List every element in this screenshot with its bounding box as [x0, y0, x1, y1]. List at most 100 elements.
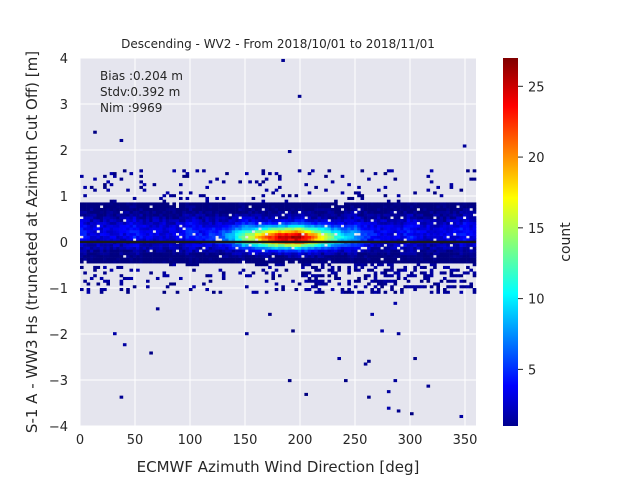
heatmap-cell	[241, 238, 246, 242]
heatmap-cell	[109, 224, 114, 228]
heatmap-cell	[291, 230, 295, 234]
heatmap-cell	[436, 227, 440, 231]
heatmap-cell	[142, 260, 147, 264]
heatmap-cell	[109, 205, 114, 209]
heatmap-cell	[221, 232, 226, 236]
heatmap-cell	[324, 207, 328, 212]
heatmap-cell	[284, 202, 289, 206]
heatmap-cell	[377, 249, 381, 253]
heatmap-cell	[83, 224, 87, 228]
heatmap-cell	[393, 279, 398, 283]
heatmap-cell	[241, 205, 246, 209]
heatmap-cell	[419, 243, 424, 247]
heatmap-cell	[403, 257, 407, 261]
heatmap-cell	[472, 227, 477, 231]
heatmap-cell	[113, 254, 117, 258]
heatmap-cell	[159, 252, 163, 256]
heatmap-cell	[146, 210, 150, 214]
heatmap-cell	[314, 279, 318, 283]
heatmap-cell	[195, 263, 200, 267]
heatmap-cell	[347, 282, 351, 286]
heatmap-cell	[386, 169, 391, 173]
heatmap-cell	[162, 246, 167, 250]
heatmap-cell	[195, 227, 200, 231]
heatmap-cell	[132, 230, 137, 234]
heatmap-cell	[443, 252, 447, 256]
heatmap-cell	[129, 216, 134, 220]
heatmap-cell	[433, 191, 437, 195]
heatmap-cell	[334, 199, 338, 203]
heatmap-cell	[416, 254, 421, 258]
heatmap-cell	[162, 238, 167, 242]
heatmap-cell	[182, 174, 186, 178]
heatmap-cell	[109, 238, 114, 242]
heatmap-cell	[264, 235, 269, 239]
heatmap-cell	[80, 221, 84, 225]
heatmap-cell	[307, 219, 312, 223]
heatmap-cell	[258, 254, 262, 258]
heatmap-cell	[103, 207, 107, 212]
heatmap-cell	[334, 274, 338, 278]
heatmap-cell	[373, 235, 378, 239]
heatmap-cell	[423, 271, 427, 275]
heatmap-cell	[86, 243, 91, 247]
heatmap-cell	[462, 202, 467, 206]
heatmap-cell	[462, 221, 467, 225]
heatmap-cell	[410, 412, 414, 416]
heatmap-cell	[344, 205, 348, 209]
heatmap-cell	[106, 282, 110, 286]
heatmap-cell	[149, 227, 153, 231]
heatmap-cell	[205, 210, 209, 214]
heatmap-cell	[248, 274, 252, 278]
heatmap-cell	[449, 254, 454, 258]
heatmap-cell	[235, 254, 239, 258]
heatmap-cell	[268, 216, 272, 220]
heatmap-cell	[215, 221, 219, 225]
heatmap-cell	[245, 221, 249, 225]
heatmap-cell	[367, 235, 371, 239]
heatmap-cell	[360, 196, 365, 200]
heatmap-cell	[413, 235, 417, 239]
heatmap-cell	[324, 252, 328, 256]
heatmap-cell	[146, 219, 150, 223]
heatmap-cell	[251, 196, 256, 200]
heatmap-cell	[261, 213, 266, 217]
heatmap-cell	[132, 216, 137, 220]
heatmap-cell	[129, 249, 134, 253]
heatmap-cell	[469, 224, 473, 228]
heatmap-cell	[446, 221, 450, 225]
heatmap-cell	[347, 268, 351, 272]
heatmap-cell	[472, 177, 477, 181]
heatmap-cell	[320, 238, 325, 242]
heatmap-cell	[377, 290, 381, 294]
heatmap-cell	[139, 221, 143, 225]
heatmap-cell	[116, 232, 120, 236]
heatmap-cell	[386, 221, 391, 225]
heatmap-cell	[439, 216, 444, 220]
heatmap-cell	[386, 390, 391, 394]
heatmap-cell	[132, 246, 137, 250]
heatmap-cell	[367, 274, 371, 278]
heatmap-cell	[347, 279, 351, 283]
heatmap-cell	[126, 210, 130, 214]
heatmap-cell	[350, 254, 355, 258]
heatmap-cell	[439, 224, 444, 228]
heatmap-cell	[400, 221, 404, 225]
heatmap-cell	[136, 221, 140, 225]
heatmap-cell	[212, 254, 216, 258]
heatmap-cell	[423, 254, 427, 258]
heatmap-cell	[307, 276, 312, 281]
heatmap-cell	[291, 249, 295, 253]
heatmap-cell	[380, 260, 384, 264]
heatmap-cell	[360, 205, 365, 209]
heatmap-cell	[212, 260, 216, 264]
heatmap-cell	[261, 227, 266, 231]
heatmap-cell	[324, 216, 328, 220]
heatmap-cell	[403, 227, 407, 231]
heatmap-cell	[231, 224, 236, 228]
heatmap-cell	[165, 274, 170, 278]
heatmap-cell	[386, 238, 391, 242]
heatmap-cell	[264, 260, 269, 264]
heatmap-cell	[126, 254, 130, 258]
heatmap-cell	[159, 227, 163, 231]
